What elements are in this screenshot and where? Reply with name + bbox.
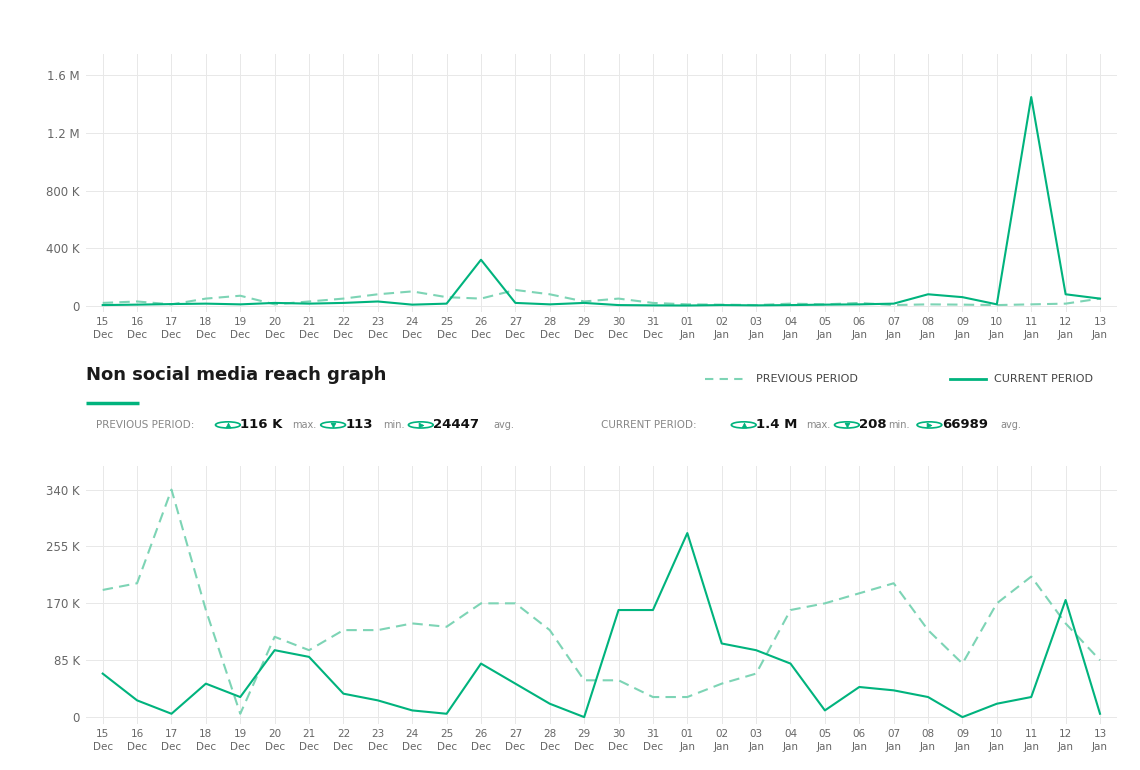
Text: 24447: 24447 xyxy=(433,418,479,431)
Text: min.: min. xyxy=(383,420,404,430)
Text: avg.: avg. xyxy=(1001,420,1021,430)
Text: CURRENT PERIOD: CURRENT PERIOD xyxy=(994,373,1093,383)
Text: PREVIOUS PERIOD: PREVIOUS PERIOD xyxy=(756,373,858,383)
Text: Non social media reach graph: Non social media reach graph xyxy=(86,366,385,383)
Text: max.: max. xyxy=(292,420,316,430)
Text: min.: min. xyxy=(888,420,910,430)
Text: max.: max. xyxy=(806,420,830,430)
Text: 66989: 66989 xyxy=(942,418,988,431)
Text: 1.4 M: 1.4 M xyxy=(756,418,798,431)
Text: 116 K: 116 K xyxy=(241,418,283,431)
Text: 208: 208 xyxy=(860,418,887,431)
Text: CURRENT PERIOD:: CURRENT PERIOD: xyxy=(602,420,697,430)
Text: 113: 113 xyxy=(345,418,373,431)
Text: PREVIOUS PERIOD:: PREVIOUS PERIOD: xyxy=(96,420,194,430)
Text: avg.: avg. xyxy=(492,420,514,430)
